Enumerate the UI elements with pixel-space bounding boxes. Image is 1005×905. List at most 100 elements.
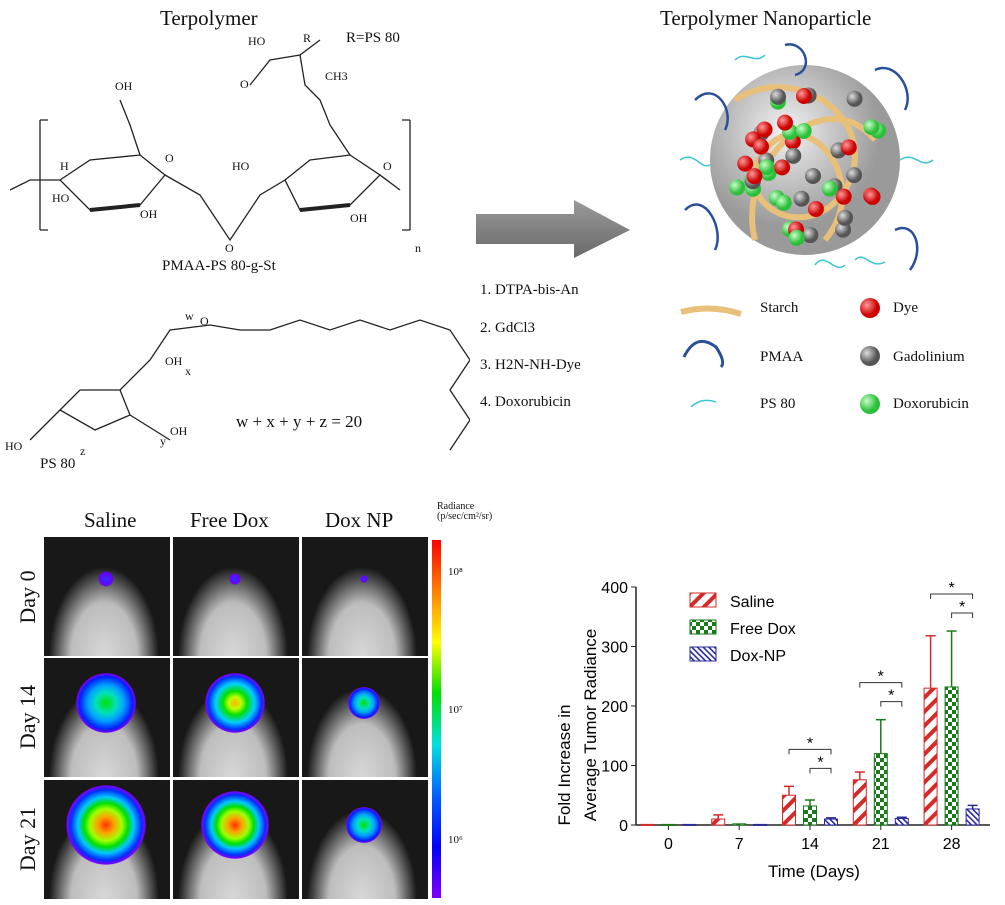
ps80-equation: w + x + y + z = 20 <box>236 412 363 431</box>
bar-saline-day-0 <box>640 823 655 826</box>
grey-sphere-icon <box>785 147 802 164</box>
significance-star: * <box>948 580 954 597</box>
bar-saline-day-21 <box>852 779 867 826</box>
legend-label: Dox-NP <box>730 648 786 665</box>
ps80-name: PS 80 <box>40 456 76 472</box>
atom-oh: OH <box>350 211 368 225</box>
colorbar-title-text: Radiance <box>437 501 475 512</box>
column-dox-np: Dox NP <box>325 508 394 532</box>
terpolymer-title: Terpolymer <box>160 6 258 30</box>
significance-star: * <box>878 669 884 686</box>
x-tick-label: 21 <box>872 836 890 853</box>
atom-o: O <box>225 241 234 255</box>
tumor-radiance-chart: 0 100 200 300 400 0 7 14 21 28 Saline Free Dox Dox-N… <box>555 580 990 881</box>
significance-star: * <box>817 754 823 771</box>
legend-gadolinium: Gadolinium <box>893 349 965 365</box>
nanoparticle-title: Terpolymer Nanoparticle <box>660 6 872 30</box>
atom-oh: OH <box>140 207 158 221</box>
red-sphere-icon <box>746 168 763 185</box>
step-4: 4. Doxorubicin <box>480 394 571 410</box>
legend-pmaa: PMAA <box>760 349 804 365</box>
colorbar-tick-1e8: 10⁸ <box>448 566 463 578</box>
atom-ho: HO <box>248 34 266 48</box>
mouse-image-day-14-saline <box>44 658 170 777</box>
atom-r: R <box>303 31 311 45</box>
green-sphere-icon <box>788 229 805 246</box>
legend-doxorubicin: Doxorubicin <box>893 396 969 412</box>
sub-z: z <box>80 444 85 458</box>
mouse-image-day-0-free-dox <box>173 537 299 656</box>
bar-dox-np-day-7 <box>753 823 768 826</box>
significance-star: * <box>888 688 894 705</box>
starch-strand-icon <box>680 305 742 317</box>
red-sphere-icon <box>737 155 754 172</box>
atom-n: n <box>415 241 421 255</box>
chemical-structures: OH H HO OH O O HO OH O n HO O R CH3 O HO… <box>5 31 470 458</box>
x-axis-label: Time (Days) <box>768 862 860 881</box>
atom-ho: HO <box>232 159 250 173</box>
significance-star: * <box>959 599 965 616</box>
green-sphere-icon <box>795 122 812 139</box>
atom-o: O <box>200 314 209 328</box>
grey-sphere-icon <box>805 168 822 185</box>
legend-starch: Starch <box>760 300 799 316</box>
bar-saline-day-7 <box>711 818 726 826</box>
bar-free-dox-day-28 <box>944 686 959 826</box>
step-1: 1. DTPA-bis-An <box>480 282 579 298</box>
component-legend-icons <box>680 305 742 408</box>
bar-dox-np-day-28 <box>965 808 980 826</box>
bar-dox-np-day-14 <box>824 818 838 826</box>
grey-sphere-icon <box>793 190 810 207</box>
red-sphere-icon <box>835 188 852 205</box>
red-sphere-icon <box>756 121 773 138</box>
r-definition: R=PS 80 <box>346 30 400 46</box>
grey-sphere-icon <box>802 227 819 244</box>
red-sphere-icon <box>860 298 880 318</box>
grey-sphere-icon <box>835 221 852 238</box>
x-tick-label: 0 <box>664 836 673 853</box>
mouse-image-day-14-dox-np <box>302 658 428 777</box>
y-axis-label-line1: Fold Increase in <box>555 705 574 826</box>
red-sphere-icon <box>807 200 824 217</box>
atom-o: O <box>165 151 174 165</box>
green-sphere-icon <box>863 119 880 136</box>
grey-sphere-icon <box>846 167 863 184</box>
significance-bracket <box>880 701 903 707</box>
column-saline: Saline <box>84 508 137 532</box>
atom-oh: OH <box>165 354 183 368</box>
atom-oh: OH <box>115 79 133 93</box>
atom-ho: HO <box>5 439 23 453</box>
red-sphere-icon <box>774 159 791 176</box>
reaction-arrow-icon <box>476 200 630 258</box>
sub-x: x <box>185 364 191 378</box>
polymer-name: PMAA-PS 80-g-St <box>162 258 276 274</box>
atom-h: H <box>60 159 69 173</box>
sphere-legend-icons <box>860 298 880 414</box>
column-free-dox: Free Dox <box>190 508 269 532</box>
y-tick-label: 300 <box>601 640 628 657</box>
red-sphere-icon <box>795 87 812 104</box>
colorbar-unit: (p/sec/cm²/sr) <box>437 511 493 522</box>
row-day-14: Day 14 <box>15 684 40 750</box>
x-tick-label: 28 <box>943 836 961 853</box>
row-day-0: Day 0 <box>15 570 40 624</box>
radiance-colorbar <box>432 540 441 898</box>
x-tick-label: 14 <box>801 836 819 853</box>
legend-dye: Dye <box>893 300 918 316</box>
colorbar-tick-1e7: 10⁷ <box>448 704 463 716</box>
bar-free-dox-day-21 <box>873 753 888 826</box>
legend-ps80: PS 80 <box>760 396 796 412</box>
significance-bracket <box>859 682 903 688</box>
significance-bracket <box>809 767 832 774</box>
bar-dox-np-day-21 <box>894 817 909 826</box>
legend-swatch <box>689 619 717 635</box>
bar-dox-np-day-0 <box>682 823 697 826</box>
legend-swatch <box>689 592 717 608</box>
significance-bracket <box>788 748 832 755</box>
row-day-21: Day 21 <box>15 806 40 872</box>
red-sphere-icon <box>777 114 794 131</box>
y-tick-label: 400 <box>601 580 628 597</box>
bar-free-dox-day-7 <box>732 823 747 826</box>
atom-o: O <box>383 159 392 173</box>
